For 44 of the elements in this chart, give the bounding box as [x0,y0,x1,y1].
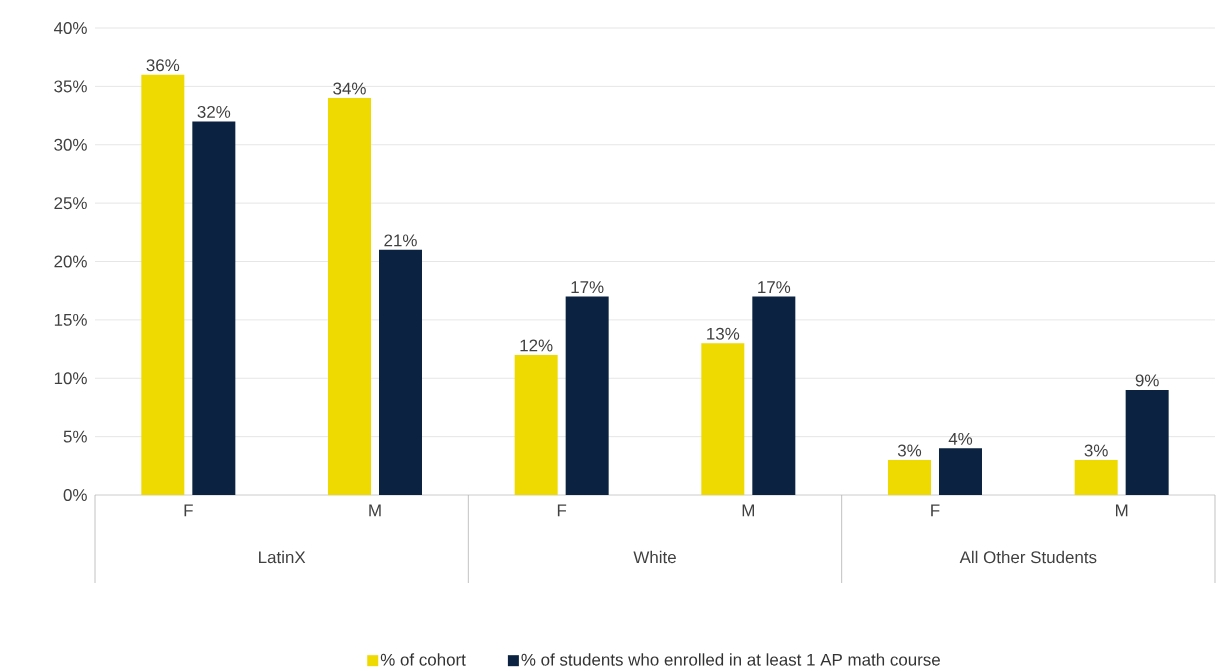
data-label: 17% [571,281,604,293]
bar [752,296,796,495]
bar [141,74,185,495]
x-tick-label: M [742,504,754,517]
bar [701,343,745,495]
bar [379,249,422,495]
x-tick-label: F [184,504,193,517]
x-tick-label: M [1115,504,1128,517]
y-tick-label: 0% [63,488,87,501]
y-tick-label: 40% [53,21,87,34]
bar [938,448,982,495]
legend-label: % of cohort [380,653,466,666]
data-label: 13% [707,327,740,340]
data-label: 9% [1135,374,1159,387]
y-tick-label: 20% [54,255,87,268]
x-tick-label: M [369,504,381,517]
text: White [633,550,676,564]
data-label: 36% [146,59,180,72]
data-label: 21% [384,234,417,247]
data-label: 12% [520,339,553,352]
data-label: 4% [948,432,973,445]
bar [887,459,931,495]
y-tick-label: 5% [63,430,87,443]
bar [1125,389,1169,495]
text: All Other Students [959,550,1097,564]
data-label: 17% [758,281,791,293]
x-tick-label: F [557,504,567,517]
y-tick-label: 35% [54,80,87,93]
legend-label: % of students who enrolled in at least 1 AP math course [521,653,940,666]
data-label: 34% [333,82,366,95]
data-label: 3% [897,444,922,457]
y-tick-label: 10% [54,372,87,385]
text: LatinX [259,550,306,564]
y-tick-label: 30% [54,138,87,151]
bar [1074,459,1118,495]
data-label: 3% [1084,444,1108,457]
bar [514,354,558,495]
bar [565,296,609,495]
y-tick-label: 15% [54,313,87,326]
x-tick-label: F [931,504,940,517]
y-tick-label: 25% [54,197,87,210]
data-label: 32% [197,105,231,118]
bar [192,121,236,495]
bar [328,98,371,495]
